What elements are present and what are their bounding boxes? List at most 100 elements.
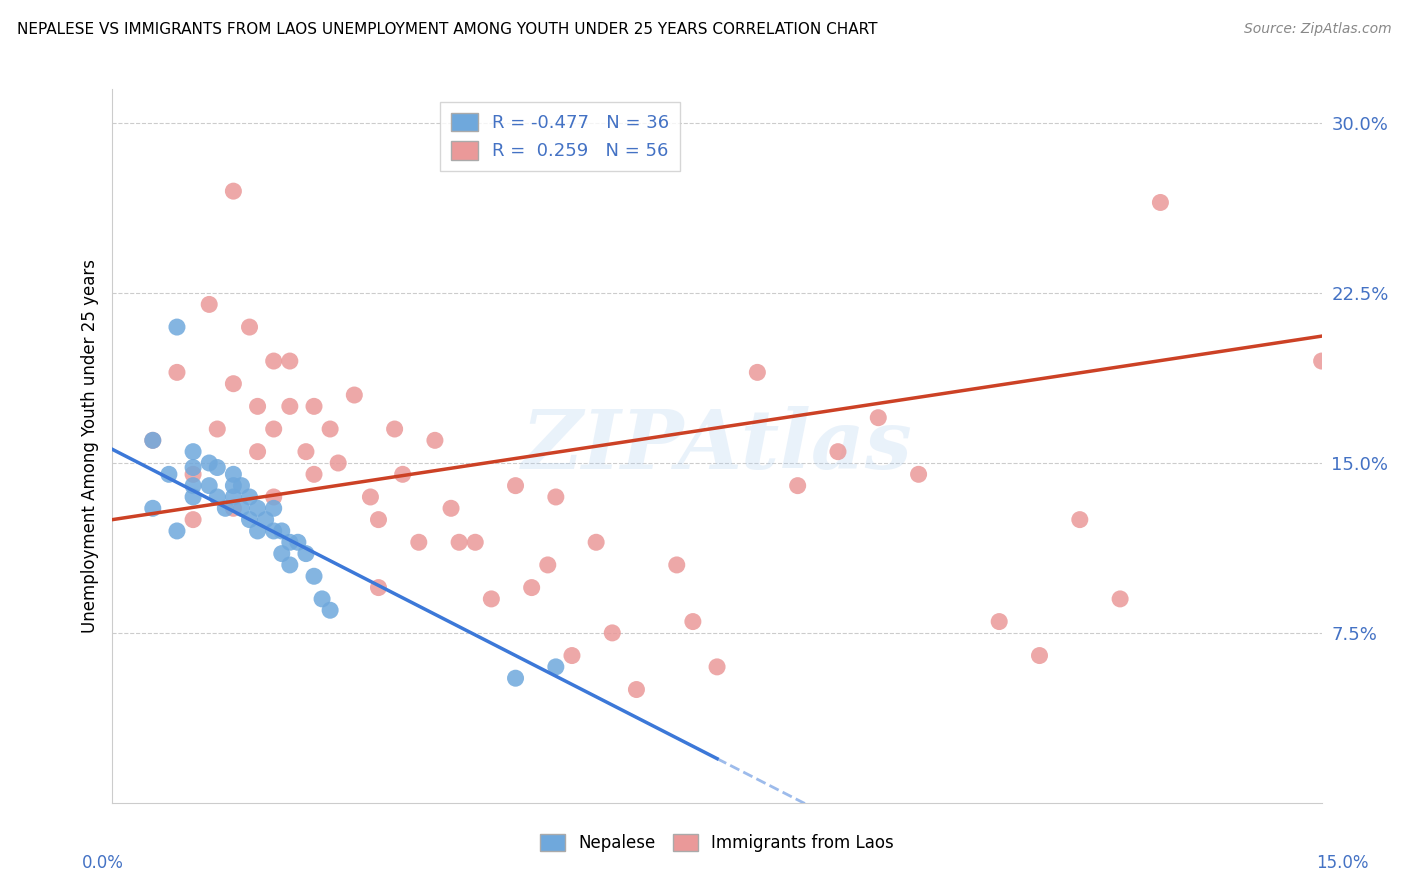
Point — [270, 547, 292, 561]
Point — [246, 524, 269, 538]
Point — [408, 535, 430, 549]
Point — [222, 490, 245, 504]
Point — [328, 456, 350, 470]
Point — [1069, 513, 1091, 527]
Point — [181, 490, 204, 504]
Point — [449, 535, 471, 549]
Point — [827, 444, 849, 458]
Point — [263, 524, 285, 538]
Point — [600, 626, 623, 640]
Point — [207, 490, 229, 504]
Point — [166, 524, 188, 538]
Point — [181, 478, 204, 492]
Point — [537, 558, 560, 572]
Point — [1028, 648, 1050, 663]
Point — [166, 365, 188, 379]
Point — [988, 615, 1011, 629]
Point — [544, 490, 567, 504]
Point — [319, 603, 342, 617]
Point — [246, 501, 269, 516]
Point — [868, 410, 890, 425]
Point — [295, 444, 318, 458]
Point — [479, 591, 502, 606]
Point — [181, 444, 204, 458]
Point — [238, 513, 260, 527]
Point — [319, 422, 342, 436]
Point — [747, 365, 769, 379]
Point — [142, 501, 165, 516]
Legend: Nepalese, Immigrants from Laos: Nepalese, Immigrants from Laos — [534, 827, 900, 859]
Point — [585, 535, 607, 549]
Point — [706, 660, 728, 674]
Point — [181, 460, 204, 475]
Point — [222, 501, 245, 516]
Point — [359, 490, 381, 504]
Text: NEPALESE VS IMMIGRANTS FROM LAOS UNEMPLOYMENT AMONG YOUTH UNDER 25 YEARS CORRELA: NEPALESE VS IMMIGRANTS FROM LAOS UNEMPLO… — [17, 22, 877, 37]
Point — [391, 467, 413, 482]
Point — [907, 467, 929, 482]
Point — [682, 615, 704, 629]
Point — [222, 184, 245, 198]
Point — [384, 422, 406, 436]
Text: 0.0%: 0.0% — [82, 855, 124, 872]
Point — [142, 434, 165, 448]
Point — [181, 467, 204, 482]
Point — [423, 434, 446, 448]
Point — [207, 460, 229, 475]
Point — [181, 513, 204, 527]
Point — [222, 376, 245, 391]
Point — [561, 648, 583, 663]
Text: ZIPAtlas: ZIPAtlas — [522, 406, 912, 486]
Point — [231, 501, 253, 516]
Point — [302, 467, 325, 482]
Point — [254, 513, 277, 527]
Point — [198, 297, 221, 311]
Point — [367, 581, 389, 595]
Text: 15.0%: 15.0% — [1316, 855, 1369, 872]
Point — [505, 671, 527, 685]
Point — [198, 456, 221, 470]
Point — [786, 478, 808, 492]
Point — [246, 400, 269, 414]
Point — [343, 388, 366, 402]
Point — [270, 524, 292, 538]
Point — [157, 467, 180, 482]
Point — [302, 569, 325, 583]
Point — [278, 535, 301, 549]
Point — [238, 320, 260, 334]
Point — [544, 660, 567, 674]
Point — [263, 490, 285, 504]
Point — [287, 535, 309, 549]
Point — [166, 320, 188, 334]
Point — [367, 513, 389, 527]
Text: Source: ZipAtlas.com: Source: ZipAtlas.com — [1244, 22, 1392, 37]
Point — [238, 490, 260, 504]
Point — [1109, 591, 1132, 606]
Point — [263, 501, 285, 516]
Point — [626, 682, 648, 697]
Point — [302, 400, 325, 414]
Point — [278, 400, 301, 414]
Point — [198, 478, 221, 492]
Point — [263, 422, 285, 436]
Point — [464, 535, 486, 549]
Point — [1310, 354, 1333, 368]
Y-axis label: Unemployment Among Youth under 25 years: Unemployment Among Youth under 25 years — [80, 259, 98, 633]
Point — [263, 354, 285, 368]
Point — [311, 591, 333, 606]
Point — [142, 434, 165, 448]
Point — [207, 422, 229, 436]
Point — [278, 558, 301, 572]
Point — [665, 558, 688, 572]
Point — [222, 478, 245, 492]
Point — [440, 501, 463, 516]
Point — [278, 354, 301, 368]
Point — [520, 581, 543, 595]
Point — [214, 501, 236, 516]
Point — [505, 478, 527, 492]
Point — [295, 547, 318, 561]
Point — [1149, 195, 1171, 210]
Point — [222, 467, 245, 482]
Point — [231, 478, 253, 492]
Point — [246, 444, 269, 458]
